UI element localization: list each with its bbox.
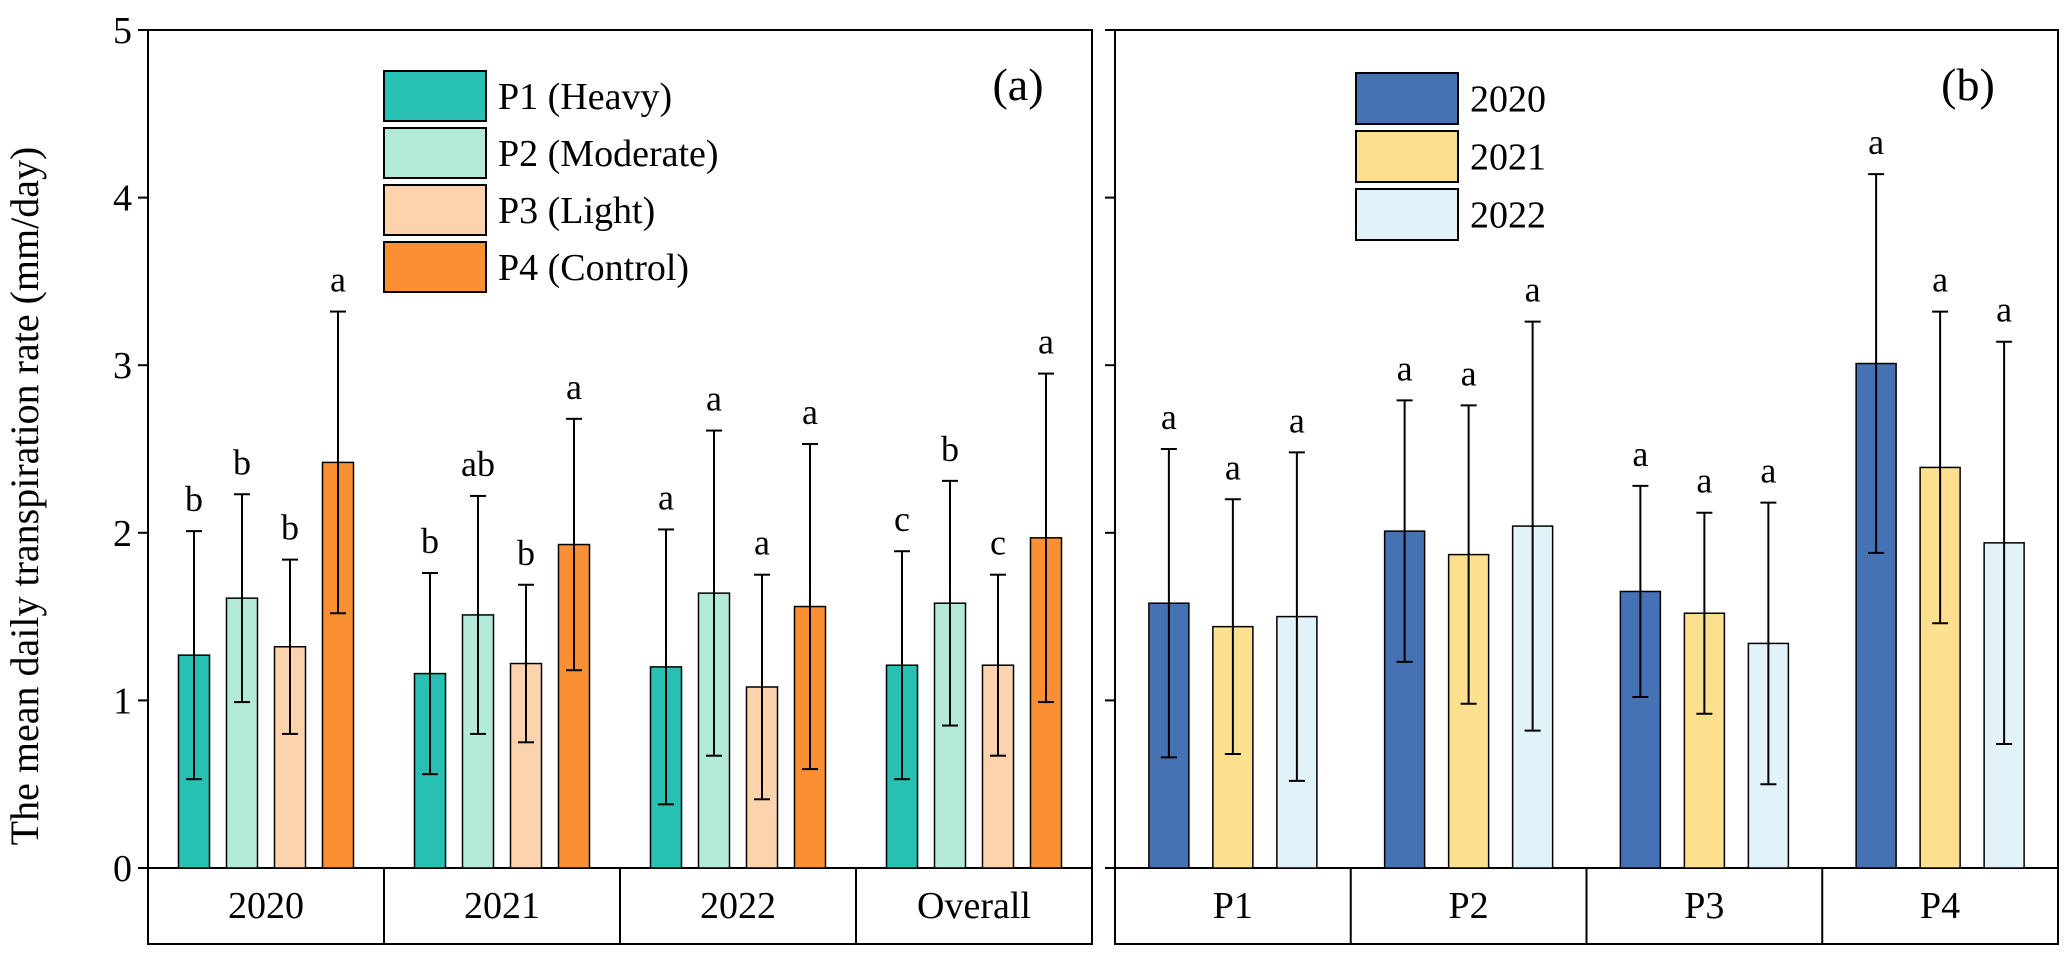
panel-b-significance-letter: a — [1461, 353, 1477, 393]
y-tick-label: 2 — [113, 513, 132, 555]
panel-a-significance-letter: c — [894, 499, 910, 539]
panel-b-significance-letter: a — [1696, 461, 1712, 501]
panel-b-significance-letter: a — [1868, 122, 1884, 162]
panel-b: P1 P2 P3 P4 a a a a a a a a a a a a 2020 2021 2022 (b) — [1105, 29, 2059, 945]
panel-a-legend-label: P2 (Moderate) — [498, 133, 719, 175]
panel-a-significance-letter: a — [802, 392, 818, 432]
panel-b-significance-letter: a — [1397, 348, 1413, 388]
panel-b-significance-letter: a — [1225, 447, 1241, 487]
panel-a-significance-letter: a — [566, 367, 582, 407]
panel-b-significance-letter: a — [1996, 290, 2012, 330]
panel-b-panel-label: (b) — [1941, 59, 1995, 110]
y-axis-title: The mean daily transpiration rate (mm/da… — [2, 147, 47, 846]
panel-b-significance-letter: a — [1161, 397, 1177, 437]
panel-a-significance-letter: c — [990, 523, 1006, 563]
panel-a-legend-swatch — [383, 127, 487, 179]
panel-b-significance-letter: a — [1525, 270, 1541, 310]
panel-a-x-tick-label: 2020 — [228, 885, 304, 927]
y-tick-label: 4 — [113, 178, 132, 220]
panel-a-significance-letter: b — [233, 442, 251, 482]
y-axis-ticks: 0 1 2 3 4 5 — [113, 10, 132, 890]
panel-a-significance-letter: a — [706, 379, 722, 419]
panel-a-significance-letter: a — [330, 260, 346, 300]
panel-b-significance-letter: a — [1632, 434, 1648, 474]
panel-a-panel-label: (a) — [992, 59, 1043, 110]
panel-b-legend-swatch — [1355, 188, 1459, 241]
panel-b-legend-label: 2021 — [1470, 137, 1546, 179]
panel-a-legend-swatch — [383, 70, 487, 122]
panel-b-frame — [1114, 29, 2059, 945]
panel-b-legend-swatch — [1355, 130, 1459, 183]
panel-a-x-tick-label: 2022 — [700, 885, 776, 927]
panel-b-legend-swatch — [1355, 72, 1459, 125]
panel-b-legend-label: 2020 — [1470, 79, 1546, 121]
panel-a-legend-label: P4 (Control) — [498, 247, 689, 289]
panel-a-significance-letter: ab — [461, 444, 495, 484]
panel-a-legend-label: P3 (Light) — [498, 190, 655, 232]
y-tick-label: 1 — [113, 680, 132, 722]
panel-b-x-tick-label: P4 — [1920, 885, 1960, 927]
panel-a-legend-swatch — [383, 241, 487, 293]
panel-a-significance-letter: b — [185, 479, 203, 519]
panel-b-significance-letter: a — [1760, 451, 1776, 491]
panel-a-legend-swatch — [383, 184, 487, 236]
panel-b-legend-label: 2022 — [1470, 195, 1546, 237]
panel-a-x-tick-label: 2021 — [464, 885, 540, 927]
panel-a-legend: P1 (Heavy) P2 (Moderate) P3 (Light) P4 (Con… — [383, 70, 719, 293]
panel-b-x-tick-label: P2 — [1449, 885, 1489, 927]
panel-a-significance-letter: b — [517, 533, 535, 573]
panel-b-legend: 2020 2021 2022 — [1355, 72, 1546, 241]
panel-a-legend-label: P1 (Heavy) — [498, 76, 672, 118]
panel-a-significance-letter: b — [941, 429, 959, 469]
panel-a-significance-letter: b — [281, 508, 299, 548]
y-tick-label: 0 — [113, 848, 132, 890]
panel-a-significance-letter: a — [658, 477, 674, 517]
panel-a-significance-letter: a — [1038, 322, 1054, 362]
panel-b-x-tick-label: P3 — [1684, 885, 1724, 927]
panel-b-significance-letter: a — [1932, 260, 1948, 300]
panel-a-significance-letter: b — [421, 521, 439, 561]
y-tick-label: 5 — [113, 10, 132, 52]
panel-b-significance-letter: a — [1289, 400, 1305, 440]
panel-b-x-tick-label: P1 — [1213, 885, 1253, 927]
panel-a-x-tick-label: Overall — [917, 885, 1031, 927]
y-tick-label: 3 — [113, 345, 132, 387]
panel-a-significance-letter: a — [754, 523, 770, 563]
panel-a-bar — [557, 543, 591, 869]
